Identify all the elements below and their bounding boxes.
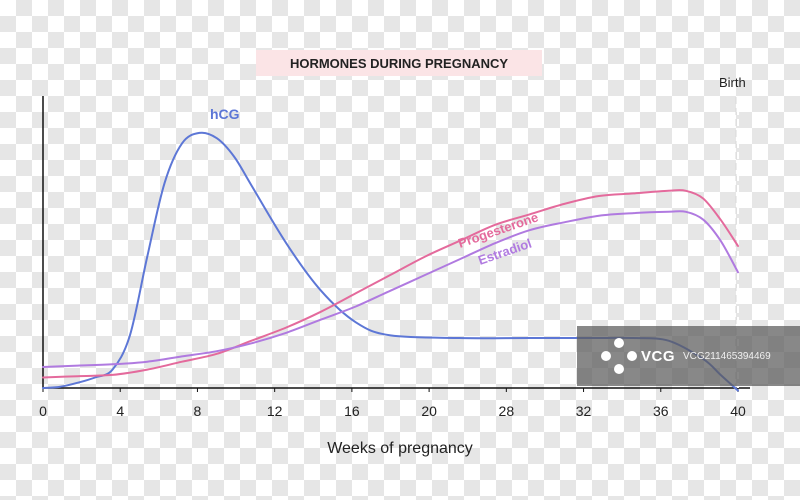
x-tick-label: 12 [267,403,283,419]
series-line-estradiol [42,210,739,368]
series-line-progesterone [42,189,739,379]
chart-title: HORMONES DURING PREGNANCY [256,50,542,76]
x-tick-label: 32 [576,403,592,419]
watermark-brand: VCG [641,347,676,365]
watermark: VCG VCG211465394469 [577,326,800,386]
watermark-logo-icon [601,338,637,374]
x-tick-label: 40 [730,403,746,419]
watermark-code: VCG211465394469 [683,350,771,362]
x-tick-label: 0 [39,403,47,419]
x-axis-label: Weeks of pregnancy [327,440,473,457]
x-tick-label: 16 [344,403,360,419]
x-tick-label: 36 [653,403,669,419]
x-tick-label: 4 [116,403,124,419]
x-tick-label: 8 [194,403,202,419]
series-label-hcg: hCG [210,106,240,122]
birth-label: Birth [719,75,746,90]
x-tick-label: 20 [421,403,437,419]
x-tick-label: 28 [499,403,515,419]
